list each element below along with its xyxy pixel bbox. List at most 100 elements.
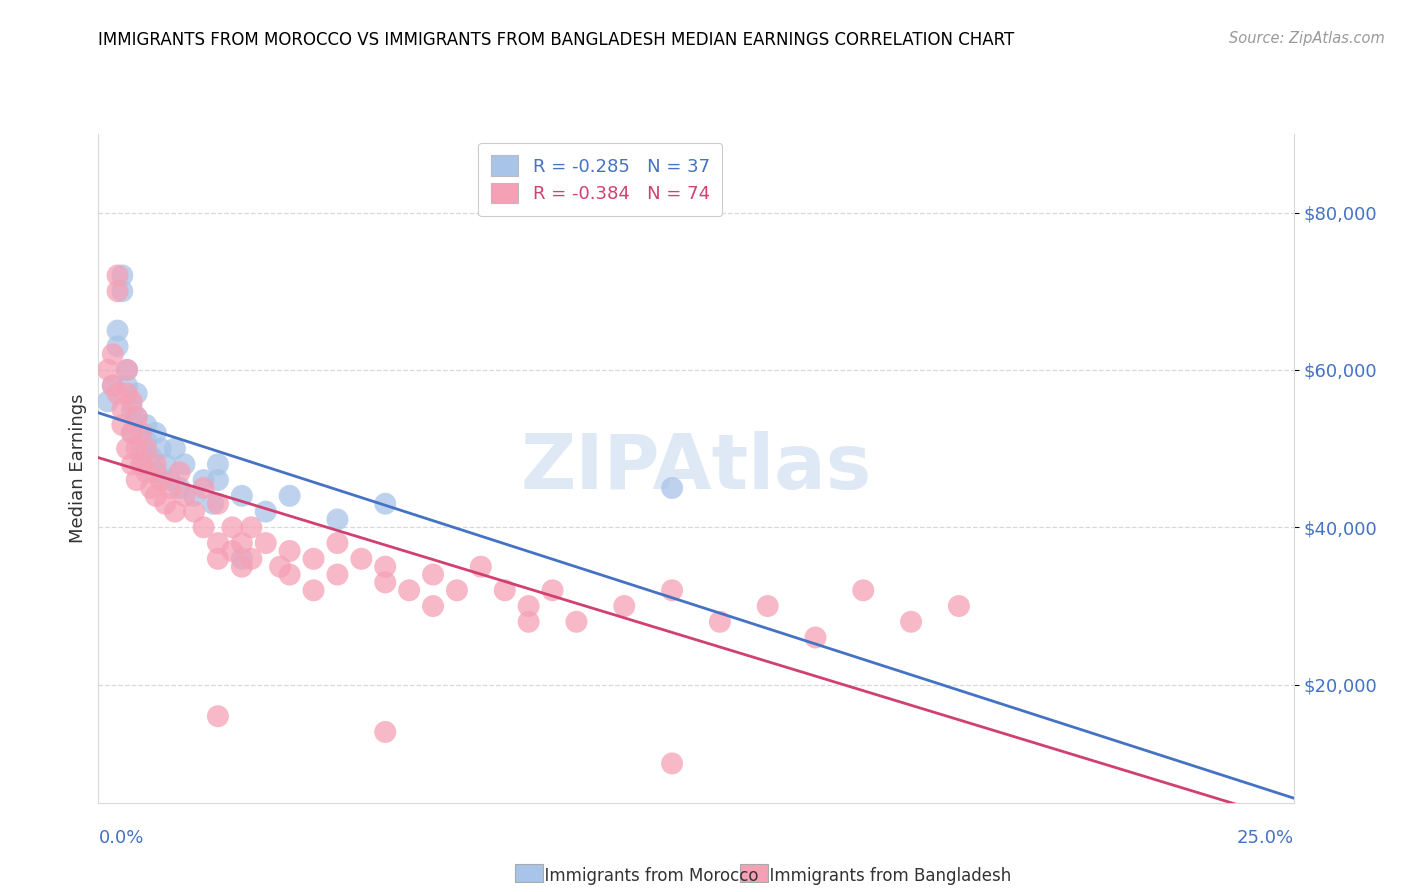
Point: [302, 583, 325, 598]
Point: [193, 520, 215, 534]
Point: [111, 284, 134, 298]
Point: [470, 559, 492, 574]
Point: [183, 489, 205, 503]
Point: [145, 465, 167, 479]
Point: [374, 725, 396, 739]
Point: [374, 497, 396, 511]
Point: [948, 599, 970, 613]
Point: [254, 505, 277, 519]
Point: [900, 615, 922, 629]
Point: [173, 489, 195, 503]
Text: 25.0%: 25.0%: [1236, 829, 1294, 847]
Point: [231, 559, 253, 574]
Point: [155, 458, 177, 472]
Point: [278, 489, 301, 503]
Point: [111, 268, 134, 283]
Point: [240, 551, 263, 566]
Point: [131, 458, 153, 472]
Point: [107, 268, 129, 283]
Legend: R = -0.285   N = 37, R = -0.384   N = 74: R = -0.285 N = 37, R = -0.384 N = 74: [478, 143, 723, 216]
Point: [101, 378, 124, 392]
Point: [709, 615, 731, 629]
Point: [374, 575, 396, 590]
Point: [207, 458, 229, 472]
Point: [159, 473, 181, 487]
Point: [107, 324, 129, 338]
Point: [169, 481, 191, 495]
Text: 0.0%: 0.0%: [98, 829, 143, 847]
Point: [541, 583, 564, 598]
Point: [350, 551, 373, 566]
Point: [163, 505, 186, 519]
Y-axis label: Median Earnings: Median Earnings: [69, 393, 87, 543]
Text: Source: ZipAtlas.com: Source: ZipAtlas.com: [1229, 31, 1385, 46]
Point: [221, 544, 243, 558]
Point: [97, 394, 120, 409]
Point: [131, 425, 153, 440]
Point: [207, 497, 229, 511]
Point: [374, 559, 396, 574]
Point: [326, 512, 349, 526]
Point: [155, 497, 177, 511]
Point: [115, 442, 138, 456]
Point: [269, 559, 291, 574]
Point: [125, 410, 148, 425]
Point: [135, 465, 157, 479]
Text: IMMIGRANTS FROM MOROCCO VS IMMIGRANTS FROM BANGLADESH MEDIAN EARNINGS CORRELATIO: IMMIGRANTS FROM MOROCCO VS IMMIGRANTS FR…: [98, 31, 1015, 49]
Point: [107, 284, 129, 298]
Point: [169, 465, 191, 479]
Point: [207, 709, 229, 723]
Point: [207, 551, 229, 566]
Point: [422, 599, 444, 613]
Point: [149, 473, 172, 487]
Point: [121, 458, 143, 472]
Point: [125, 410, 148, 425]
Point: [207, 536, 229, 550]
Point: [145, 489, 167, 503]
Point: [135, 417, 157, 432]
Point: [193, 481, 215, 495]
Point: [804, 631, 827, 645]
Point: [111, 417, 134, 432]
Point: [101, 378, 124, 392]
Point: [202, 497, 225, 511]
Point: [115, 363, 138, 377]
Point: [97, 363, 120, 377]
Point: [446, 583, 468, 598]
Point: [121, 425, 143, 440]
Point: [121, 425, 143, 440]
Point: [121, 402, 143, 417]
Point: [145, 425, 167, 440]
Point: [517, 599, 540, 613]
Point: [221, 520, 243, 534]
FancyBboxPatch shape: [740, 864, 768, 882]
Text: Immigrants from Morocco: Immigrants from Morocco: [534, 867, 759, 885]
Point: [193, 473, 215, 487]
Point: [107, 386, 129, 401]
Point: [163, 442, 186, 456]
Point: [613, 599, 636, 613]
FancyBboxPatch shape: [515, 864, 543, 882]
Point: [278, 567, 301, 582]
Point: [231, 536, 253, 550]
Point: [517, 615, 540, 629]
Point: [756, 599, 779, 613]
Point: [240, 520, 263, 534]
Point: [135, 434, 157, 448]
Point: [207, 473, 229, 487]
Point: [107, 339, 129, 353]
Point: [131, 458, 153, 472]
Point: [494, 583, 516, 598]
Point: [125, 473, 148, 487]
Point: [135, 442, 157, 456]
Point: [115, 386, 138, 401]
Point: [422, 567, 444, 582]
Point: [149, 442, 172, 456]
Point: [139, 481, 162, 495]
Point: [661, 756, 683, 771]
Point: [131, 442, 153, 456]
Point: [661, 583, 683, 598]
Point: [115, 363, 138, 377]
Point: [121, 394, 143, 409]
Point: [101, 347, 124, 361]
